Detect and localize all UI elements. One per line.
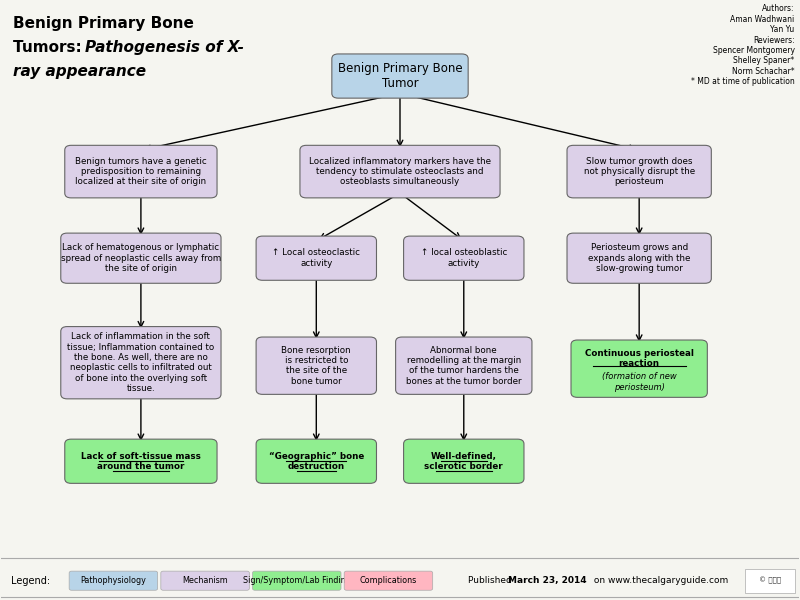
Text: ray appearance: ray appearance [14,64,146,79]
Text: ↑ Local osteoclastic
activity: ↑ Local osteoclastic activity [272,248,360,268]
Text: Tumors:: Tumors: [14,40,87,55]
FancyBboxPatch shape [61,326,221,399]
FancyBboxPatch shape [567,233,711,283]
Text: ↑ local osteoblastic
activity: ↑ local osteoblastic activity [421,248,507,268]
Text: Lack of soft-tissue mass
around the tumor: Lack of soft-tissue mass around the tumo… [81,452,201,471]
Text: Bone resorption
is restricted to
the site of the
bone tumor: Bone resorption is restricted to the sit… [282,346,351,386]
Text: on www.thecalgaryguide.com: on www.thecalgaryguide.com [591,576,729,585]
FancyBboxPatch shape [344,571,433,590]
Text: Well-defined,
sclerotic border: Well-defined, sclerotic border [425,452,503,471]
Text: Lack of hematogenous or lymphatic
spread of neoplastic cells away from
the site : Lack of hematogenous or lymphatic spread… [61,243,221,273]
Text: Pathophysiology: Pathophysiology [81,576,146,585]
FancyBboxPatch shape [253,571,341,590]
FancyBboxPatch shape [65,439,217,484]
FancyBboxPatch shape [161,571,250,590]
FancyBboxPatch shape [332,54,468,98]
Text: Sign/Symptom/Lab Finding: Sign/Symptom/Lab Finding [243,576,350,585]
Text: Published: Published [468,576,514,585]
Text: Mechanism: Mechanism [182,576,228,585]
Text: Localized inflammatory markers have the
tendency to stimulate osteoclasts and
os: Localized inflammatory markers have the … [309,157,491,187]
FancyBboxPatch shape [567,145,711,198]
FancyBboxPatch shape [300,145,500,198]
Text: Slow tumor growth does
not physically disrupt the
periosteum: Slow tumor growth does not physically di… [584,157,694,187]
Text: Continuous periosteal
reaction: Continuous periosteal reaction [585,349,694,368]
Text: Authors:
Aman Wadhwani
Yan Yu
Reviewers:
Spencer Montgomery
Shelley Spaner*
Norm: Authors: Aman Wadhwani Yan Yu Reviewers:… [691,4,794,86]
Text: Benign Primary Bone: Benign Primary Bone [14,16,194,31]
FancyBboxPatch shape [61,233,221,283]
Text: Benign Primary Bone
Tumor: Benign Primary Bone Tumor [338,62,462,90]
FancyBboxPatch shape [571,340,707,397]
Text: Periosteum grows and
expands along with the
slow-growing tumor: Periosteum grows and expands along with … [588,243,690,273]
FancyBboxPatch shape [65,145,217,198]
Text: Abnormal bone
remodelling at the margin
of the tumor hardens the
bones at the tu: Abnormal bone remodelling at the margin … [406,346,522,386]
Text: Pathogenesis of X-: Pathogenesis of X- [85,40,244,55]
FancyBboxPatch shape [256,337,377,394]
FancyBboxPatch shape [396,337,532,394]
Text: Legend:: Legend: [11,575,50,586]
Text: Benign tumors have a genetic
predisposition to remaining
localized at their site: Benign tumors have a genetic predisposit… [75,157,206,187]
FancyBboxPatch shape [745,569,794,593]
FancyBboxPatch shape [69,571,158,590]
Text: March 23, 2014: March 23, 2014 [508,576,586,585]
FancyBboxPatch shape [403,439,524,484]
Text: Lack of inflammation in the soft
tissue; Inflammation contained to
the bone. As : Lack of inflammation in the soft tissue;… [67,332,214,393]
Text: Complications: Complications [360,576,417,585]
Text: (formation of new
periosteum): (formation of new periosteum) [602,372,677,392]
FancyBboxPatch shape [256,439,377,484]
Text: © ⓂⓈⓄ: © ⓂⓈⓄ [759,577,781,584]
FancyBboxPatch shape [256,236,377,280]
FancyBboxPatch shape [403,236,524,280]
Text: “Geographic” bone
destruction: “Geographic” bone destruction [269,452,364,471]
